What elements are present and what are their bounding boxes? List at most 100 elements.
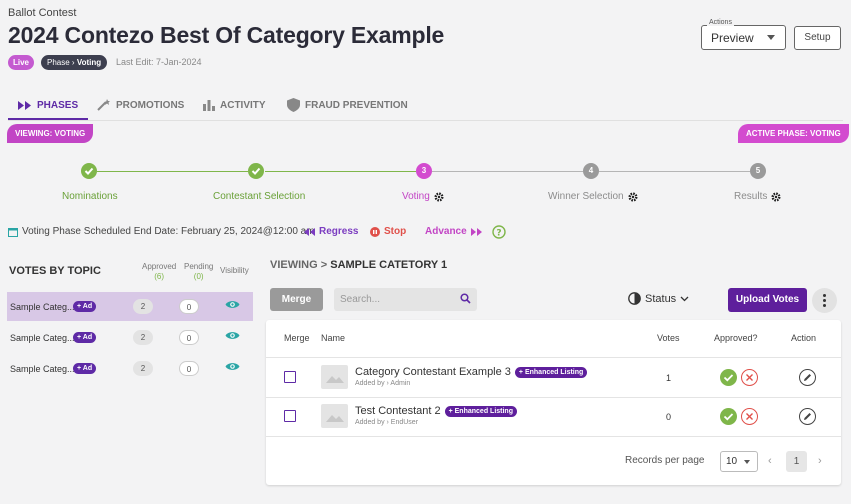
records-per-page-select[interactable] <box>720 451 758 472</box>
advance-button[interactable]: Advance <box>425 226 482 237</box>
calendar-icon <box>8 227 18 237</box>
breadcrumb[interactable]: Ballot Contest <box>8 7 77 19</box>
filter-icon <box>628 292 641 305</box>
merge-checkbox[interactable] <box>284 371 296 383</box>
pending-count: (0) <box>193 272 204 281</box>
page-number[interactable]: 1 <box>786 451 807 472</box>
reject-button[interactable] <box>741 408 758 425</box>
reject-button[interactable] <box>741 369 758 386</box>
check-icon <box>84 167 94 175</box>
divider <box>266 436 841 437</box>
approved-column-header: Approved (6) <box>142 262 176 282</box>
merge-button[interactable]: Merge <box>270 288 323 311</box>
step-4-dot[interactable]: 4 <box>583 163 599 179</box>
vote-count: 1 <box>666 373 672 383</box>
pending-count-chip: 0 <box>179 299 199 314</box>
topic-name: Sample Categ... <box>10 364 75 374</box>
regress-button[interactable]: Regress <box>304 226 358 237</box>
step-1-dot[interactable] <box>81 163 97 179</box>
enhanced-listing-tag[interactable]: + Enhanced Listing <box>444 405 517 417</box>
active-tab-indicator <box>8 118 88 120</box>
tab-label: ACTIVITY <box>220 99 266 111</box>
edit-button[interactable] <box>799 369 816 386</box>
edit-button[interactable] <box>799 408 816 425</box>
approved-count-chip: 2 <box>133 299 153 314</box>
actions-select-value: Preview <box>711 31 754 45</box>
topic-row[interactable]: Sample Categ... + Ad 2 0 <box>7 292 253 321</box>
magic-wand-icon <box>97 99 110 111</box>
setup-button[interactable]: Setup <box>794 26 841 50</box>
advance-label: Advance <box>425 226 467 237</box>
more-vertical-icon <box>823 294 826 307</box>
step-3-label: Voting <box>402 191 444 202</box>
votes-by-topic-title: VOTES BY TOPIC <box>9 265 101 277</box>
enhanced-listing-tag[interactable]: + Enhanced Listing <box>514 366 588 378</box>
check-icon <box>723 413 734 421</box>
step-connector <box>97 171 248 172</box>
eye-icon[interactable] <box>225 299 240 310</box>
phase-badge: Phase › Voting <box>41 55 108 70</box>
step-2-label: Contestant Selection <box>213 191 306 202</box>
add-tag[interactable]: + Ad <box>73 301 97 312</box>
approved-label: Approved <box>142 262 177 271</box>
caret-down-icon <box>767 35 775 40</box>
tab-activity[interactable]: ACTIVITY <box>203 98 266 112</box>
page-title: 2024 Contezo Best Of Category Example <box>8 22 445 48</box>
tab-phases[interactable]: PHASES <box>18 98 78 112</box>
add-tag[interactable]: + Ad <box>73 332 97 343</box>
tab-fraud-prevention[interactable]: FRAUD PREVENTION <box>287 98 408 112</box>
contestant-name[interactable]: Category Contestant Example 3 + Enhanced… <box>355 366 588 378</box>
regress-label: Regress <box>319 226 359 237</box>
status-filter[interactable]: Status <box>628 292 689 305</box>
gear-icon[interactable] <box>771 192 781 202</box>
stop-label: Stop <box>384 226 407 237</box>
topic-row[interactable]: Sample Categ... + Ad 2 0 <box>7 354 253 383</box>
search-icon[interactable] <box>460 293 471 304</box>
approve-button[interactable] <box>720 369 737 386</box>
eye-icon[interactable] <box>225 330 240 341</box>
close-icon <box>746 374 753 381</box>
last-edit: Last Edit: 7-Jan-2024 <box>116 57 202 67</box>
contestant-name[interactable]: Test Contestant 2 + Enhanced Listing <box>355 405 517 417</box>
chevron-right-icon[interactable]: › <box>818 455 822 467</box>
contestant-thumbnail <box>321 404 348 428</box>
tab-label: FRAUD PREVENTION <box>305 99 408 111</box>
upload-votes-button[interactable]: Upload Votes <box>728 288 807 312</box>
active-phase-pill: ACTIVE PHASE: VOTING <box>738 124 849 143</box>
image-placeholder-icon <box>326 376 344 383</box>
search-input[interactable] <box>334 288 477 311</box>
add-tag[interactable]: + Ad <box>73 363 97 374</box>
pending-count-chip: 0 <box>179 361 199 376</box>
eye-icon[interactable] <box>225 361 240 372</box>
gear-icon[interactable] <box>628 192 638 202</box>
gear-icon[interactable] <box>434 192 444 202</box>
pending-count-chip: 0 <box>179 330 199 345</box>
added-by: Added by › EndUser <box>355 419 419 426</box>
records-per-page-label: Records per page <box>625 455 705 466</box>
step-label-text: Winner Selection <box>548 191 624 202</box>
tab-promotions[interactable]: PROMOTIONS <box>97 98 184 112</box>
column-header-action: Action <box>791 333 817 343</box>
step-4-label: Winner Selection <box>548 191 638 202</box>
column-header-votes: Votes <box>657 333 680 343</box>
more-options-button[interactable] <box>812 288 837 313</box>
column-header-merge: Merge <box>284 333 310 343</box>
caret-down-icon <box>744 460 750 464</box>
step-1-label: Nominations <box>62 191 118 202</box>
pending-label: Pending <box>184 262 214 271</box>
stop-button[interactable]: Stop <box>370 226 406 237</box>
bar-chart-icon <box>203 99 215 111</box>
approve-button[interactable] <box>720 408 737 425</box>
step-3-dot[interactable]: 3 <box>416 163 432 179</box>
topic-row[interactable]: Sample Categ... + Ad 2 0 <box>7 323 253 352</box>
image-placeholder-icon <box>326 415 344 422</box>
added-by: Added by › Admin <box>355 380 411 387</box>
help-icon[interactable]: ? <box>492 225 506 244</box>
live-badge: Live <box>8 55 35 70</box>
approved-count-chip: 2 <box>133 330 153 345</box>
step-5-dot[interactable]: 5 <box>750 163 766 179</box>
merge-checkbox[interactable] <box>284 410 296 422</box>
tab-divider <box>8 120 843 121</box>
chevron-left-icon[interactable]: ‹ <box>768 455 772 467</box>
step-2-dot[interactable] <box>248 163 264 179</box>
